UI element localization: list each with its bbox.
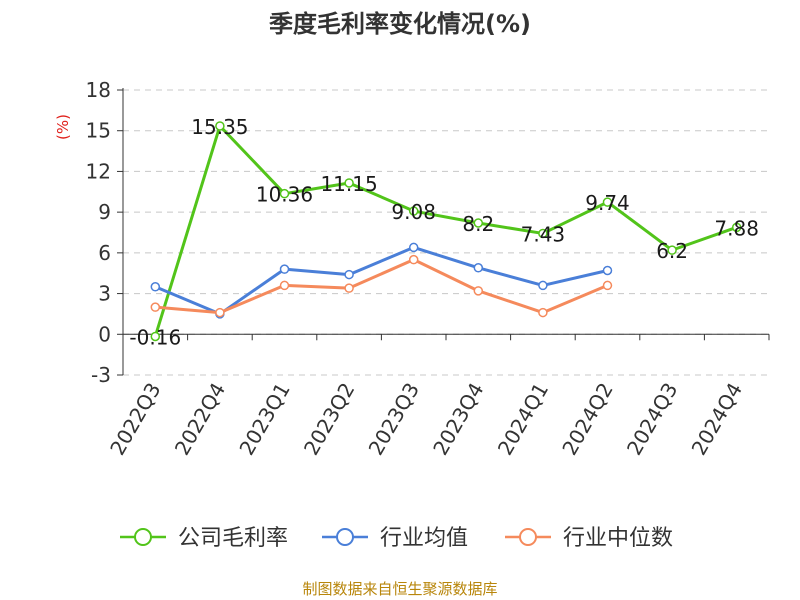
x-tick-label: 2023Q1 — [234, 379, 294, 460]
series-line — [153, 124, 738, 337]
legend-label: 行业中位数 — [563, 526, 673, 551]
data-source: 制图数据来自恒生聚源数据库 — [302, 580, 498, 598]
x-tick-label: 2024Q3 — [622, 379, 682, 460]
y-tick-label: 18 — [86, 78, 111, 102]
data-point — [602, 280, 613, 291]
data-label-layer: -0.16 15.35 10.36 11.15 9.08 8.2 7.43 9.74 6.2 7.… — [129, 115, 759, 349]
y-axis-label: (%) — [54, 114, 72, 140]
data-point — [215, 307, 225, 318]
data-point — [667, 245, 677, 255]
data-point — [408, 254, 419, 265]
data-point — [602, 265, 613, 276]
data-label: -0.16 — [129, 325, 181, 349]
data-point — [473, 286, 484, 296]
data-point — [344, 178, 354, 188]
data-label: 6.2 — [656, 239, 688, 263]
data-point — [408, 242, 419, 253]
y-tick-label: 0 — [98, 322, 111, 346]
data-point — [408, 206, 419, 216]
data-point — [473, 218, 484, 228]
x-tick-label: 2024Q2 — [557, 379, 617, 460]
data-point — [538, 280, 548, 291]
data-point — [150, 331, 161, 342]
data-label: 11.15 — [320, 172, 377, 196]
legend-item[interactable]: 公司毛利率 — [120, 526, 288, 551]
y-tick-label: 6 — [98, 241, 111, 265]
x-tick-label: 2023Q2 — [299, 379, 359, 460]
legend-marker — [134, 528, 152, 546]
legend-item[interactable]: 行业中位数 — [505, 526, 673, 551]
data-point — [150, 282, 161, 292]
data-point — [344, 283, 354, 293]
series-layer — [150, 121, 742, 342]
data-point — [150, 302, 161, 312]
legend-item[interactable]: 行业均值 — [322, 526, 468, 551]
x-tick-label: 2024Q4 — [687, 379, 747, 460]
data-label: 7.43 — [521, 222, 566, 246]
y-tick-label: 12 — [86, 159, 111, 183]
y-tick-label: 3 — [98, 282, 111, 306]
data-label: 8.2 — [462, 212, 494, 236]
data-point — [344, 269, 354, 280]
data-point — [538, 228, 548, 239]
x-tick-label: 2023Q3 — [364, 379, 424, 460]
legend-label: 公司毛利率 — [178, 526, 288, 551]
x-tick-label: 2023Q4 — [428, 379, 488, 460]
data-point — [473, 263, 484, 273]
x-tick-label: 2022Q3 — [105, 379, 165, 460]
data-label: 9.74 — [585, 191, 630, 215]
data-label: 10.36 — [256, 183, 313, 207]
series-line — [155, 258, 609, 315]
data-label: 9.08 — [391, 200, 436, 224]
legend[interactable]: 公司毛利率 行业均值 行业中位数 — [120, 526, 673, 551]
legend-marker — [336, 528, 354, 546]
data-label: 15.35 — [191, 115, 248, 139]
data-point — [215, 121, 225, 131]
y-tick-label: -3 — [91, 363, 111, 387]
legend-label: 行业均值 — [380, 526, 468, 551]
data-point — [279, 280, 290, 291]
data-point — [731, 222, 742, 233]
data-point — [279, 264, 290, 274]
data-label: 7.88 — [714, 216, 759, 240]
data-point — [279, 188, 290, 199]
legend-marker — [519, 528, 537, 546]
data-point — [538, 307, 548, 318]
y-tick-label: 15 — [86, 119, 111, 143]
x-tick-label: 2024Q1 — [493, 379, 553, 460]
x-tick-label: 2022Q4 — [170, 379, 230, 460]
chart-title: 季度毛利率变化情况(%) — [269, 10, 531, 38]
y-tick-label: 9 — [98, 200, 111, 224]
series-line — [154, 245, 608, 316]
data-point — [602, 197, 613, 207]
